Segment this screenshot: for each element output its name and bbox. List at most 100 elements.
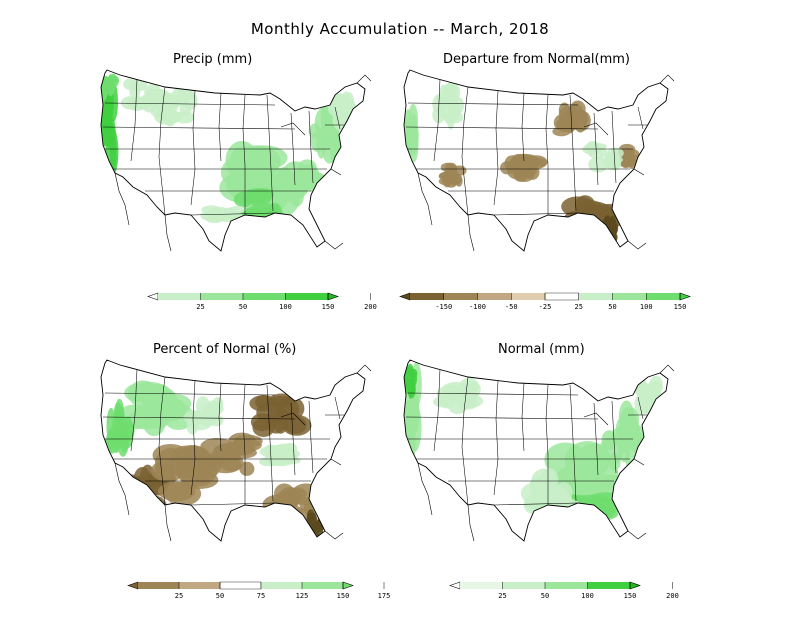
precip-cell: [239, 461, 255, 476]
coastline-fragment: [356, 74, 372, 84]
state-border: [290, 402, 296, 476]
precip-cell: [558, 515, 576, 520]
coastline-fragment: [417, 462, 433, 516]
state-border: [569, 384, 577, 502]
coastline-fragment: [417, 172, 433, 226]
coastline-fragment: [356, 364, 372, 374]
state-border: [583, 122, 609, 136]
colorbar-swatch: [285, 293, 328, 300]
state-border: [104, 392, 276, 396]
state-border: [593, 402, 599, 476]
state-border: [290, 112, 296, 186]
coastline-fragment: [633, 168, 645, 176]
colorbar-tick-label: -50: [505, 303, 518, 311]
precip-cell: [580, 510, 595, 516]
colorbar-tick-label: -25: [539, 303, 552, 311]
precip-cell: [140, 495, 168, 520]
state-border: [280, 412, 306, 426]
precip-cell: [306, 512, 318, 529]
colorbar-tick-label: 100: [279, 303, 292, 311]
state-border: [407, 102, 579, 106]
coastline-fragment: [114, 172, 130, 226]
precip-cell: [264, 444, 277, 457]
state-border: [280, 122, 306, 136]
colorbar-swatch: [679, 292, 691, 301]
colorbar-tick-label: 100: [640, 303, 653, 311]
precip-cell: [204, 453, 224, 467]
precip-cell: [558, 507, 578, 514]
map-shading: [404, 361, 664, 523]
coastline-fragment: [659, 364, 675, 374]
precip-cell: [572, 507, 590, 514]
state-border: [158, 376, 166, 506]
colorbar-swatch: [629, 581, 641, 590]
precip-cell: [128, 486, 143, 510]
precip-cell: [576, 507, 595, 515]
colorbar-swatch: [545, 582, 588, 589]
colorbar-swatch: [327, 292, 339, 301]
colorbar-normal: 25 50 100 150 200: [449, 580, 679, 604]
colorbar-swatch: [646, 293, 680, 300]
colorbar-tick-label: -150: [435, 303, 452, 311]
colorbar-tick-label: 200: [364, 303, 377, 311]
colorbar-tick-label: 150: [322, 303, 335, 311]
precip-cell: [404, 374, 408, 385]
colorbar-tick-label: 150: [337, 592, 350, 600]
coastline-fragment: [114, 462, 130, 516]
state-border: [242, 94, 246, 215]
state-border: [334, 396, 341, 420]
coastline-fragment: [633, 458, 645, 466]
precip-cell: [217, 211, 243, 223]
state-border: [545, 384, 549, 505]
colorbar-tick-label: 25: [196, 303, 204, 311]
colorbar-swatch: [179, 582, 220, 589]
colorbar-swatch: [127, 581, 139, 590]
precip-cell: [174, 110, 195, 124]
colorbar-tick-label: 50: [239, 303, 247, 311]
colorbar-percent: 25 50 75 125 150 175: [127, 580, 390, 604]
coastline-fragment: [330, 168, 342, 176]
precip-cell: [201, 205, 221, 214]
panel-title-departure: Departure from Normal(mm): [443, 52, 630, 67]
colorbar-swatch: [578, 293, 613, 300]
colorbar-swatch: [511, 293, 545, 300]
us-outline: [403, 359, 669, 542]
precip-cell: [130, 490, 151, 517]
precip-cell: [438, 393, 456, 409]
colorbar-swatch: [502, 582, 545, 589]
precip-cell: [575, 513, 585, 520]
precip-cell: [576, 508, 591, 514]
precip-cell: [407, 372, 415, 392]
state-border: [521, 92, 525, 162]
precip-cell: [639, 389, 656, 406]
colorbar-tick-label: 175: [378, 592, 391, 600]
map-normal: [403, 359, 675, 542]
panel-departure: Departure from Normal(mm): [398, 52, 698, 285]
precip-cell: [438, 172, 452, 181]
precip-cell: [330, 141, 341, 166]
coastline-fragment: [324, 530, 344, 540]
colorbar-tick-label: 50: [216, 592, 224, 600]
colorbar-swatch: [460, 582, 503, 589]
state-border: [545, 94, 549, 215]
colorbar-swatch: [443, 293, 478, 300]
precip-cell: [566, 509, 584, 515]
precip-cell: [310, 131, 326, 153]
precip-cell: [267, 416, 285, 434]
us-outline: [100, 359, 366, 542]
coastline-fragment: [627, 240, 647, 250]
us-outline: [100, 69, 366, 252]
precip-cell: [580, 512, 590, 520]
precip-cell: [566, 512, 584, 517]
coastline-fragment: [164, 504, 172, 542]
state-border: [493, 380, 499, 496]
precip-cell: [108, 73, 117, 81]
colorbar-swatch: [147, 292, 159, 301]
state-border: [637, 106, 644, 130]
state-border: [493, 502, 579, 506]
precip-cell: [101, 76, 110, 85]
coastline-fragment: [164, 214, 172, 252]
precip-cell: [620, 155, 636, 168]
panel-normal: Normal (mm): [398, 342, 698, 575]
precip-cell: [255, 395, 272, 410]
